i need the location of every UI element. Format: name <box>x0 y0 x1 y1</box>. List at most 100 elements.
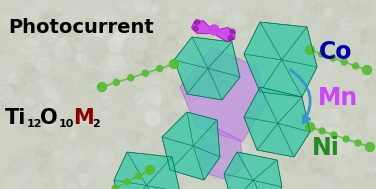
Circle shape <box>149 9 163 23</box>
Circle shape <box>6 36 20 49</box>
Circle shape <box>203 123 214 133</box>
Circle shape <box>193 118 203 128</box>
Circle shape <box>193 119 206 134</box>
Circle shape <box>120 0 127 5</box>
Circle shape <box>59 78 73 91</box>
Circle shape <box>181 65 189 73</box>
Circle shape <box>170 71 183 84</box>
Circle shape <box>219 66 229 76</box>
Circle shape <box>190 66 200 76</box>
Circle shape <box>368 87 373 92</box>
Circle shape <box>50 26 56 32</box>
Circle shape <box>108 90 123 105</box>
Circle shape <box>230 168 239 177</box>
Circle shape <box>103 110 109 117</box>
Circle shape <box>181 22 191 31</box>
Circle shape <box>212 123 227 138</box>
Circle shape <box>310 125 318 132</box>
Circle shape <box>326 76 340 89</box>
Circle shape <box>207 89 217 98</box>
Circle shape <box>271 68 282 78</box>
Circle shape <box>319 138 324 144</box>
Circle shape <box>114 79 120 85</box>
Circle shape <box>225 132 232 138</box>
Circle shape <box>79 175 89 185</box>
Circle shape <box>77 123 91 136</box>
Circle shape <box>104 20 119 35</box>
Circle shape <box>164 48 177 62</box>
Circle shape <box>129 182 140 189</box>
Circle shape <box>144 149 149 154</box>
Circle shape <box>108 14 120 26</box>
Circle shape <box>32 105 41 114</box>
Circle shape <box>131 48 147 64</box>
Circle shape <box>146 88 161 103</box>
Circle shape <box>243 106 252 115</box>
Circle shape <box>319 139 326 146</box>
Circle shape <box>240 160 247 167</box>
Circle shape <box>246 111 253 117</box>
Circle shape <box>21 114 33 126</box>
Circle shape <box>168 25 177 35</box>
Circle shape <box>268 30 278 40</box>
Circle shape <box>371 73 376 82</box>
Circle shape <box>135 36 148 50</box>
Circle shape <box>143 34 151 43</box>
Circle shape <box>276 101 282 107</box>
Circle shape <box>195 156 209 170</box>
Circle shape <box>127 164 141 178</box>
Circle shape <box>225 144 234 154</box>
Circle shape <box>341 17 354 30</box>
Circle shape <box>100 46 109 54</box>
Circle shape <box>175 183 187 189</box>
Circle shape <box>137 121 144 128</box>
Circle shape <box>70 148 77 154</box>
Circle shape <box>172 98 185 110</box>
Circle shape <box>167 31 177 41</box>
Circle shape <box>254 47 265 59</box>
Circle shape <box>300 53 306 59</box>
Circle shape <box>364 40 376 53</box>
Circle shape <box>139 48 150 59</box>
Circle shape <box>50 21 57 28</box>
Circle shape <box>347 0 358 9</box>
Circle shape <box>49 13 61 25</box>
Circle shape <box>196 131 211 146</box>
Circle shape <box>64 155 78 169</box>
Circle shape <box>323 122 329 128</box>
Circle shape <box>45 167 54 175</box>
Circle shape <box>193 24 199 31</box>
Circle shape <box>248 57 254 63</box>
Text: Photocurrent: Photocurrent <box>8 18 154 37</box>
Circle shape <box>215 80 223 88</box>
Circle shape <box>18 17 29 27</box>
Circle shape <box>229 25 238 34</box>
Polygon shape <box>244 87 278 123</box>
Circle shape <box>170 60 179 68</box>
Circle shape <box>30 34 41 44</box>
Circle shape <box>97 83 106 91</box>
Circle shape <box>237 73 244 80</box>
Circle shape <box>288 80 301 93</box>
Circle shape <box>256 24 261 29</box>
Circle shape <box>99 149 114 165</box>
Polygon shape <box>193 146 220 180</box>
Circle shape <box>102 96 111 106</box>
Circle shape <box>261 31 264 35</box>
Circle shape <box>18 106 30 118</box>
Circle shape <box>345 183 351 189</box>
Circle shape <box>182 74 188 79</box>
Circle shape <box>262 150 268 156</box>
Polygon shape <box>162 137 193 170</box>
Circle shape <box>197 168 206 177</box>
Circle shape <box>219 38 234 53</box>
Circle shape <box>126 131 140 145</box>
Circle shape <box>161 9 169 17</box>
Circle shape <box>77 160 90 173</box>
Polygon shape <box>122 185 164 189</box>
Circle shape <box>84 43 98 58</box>
Polygon shape <box>162 112 193 146</box>
Circle shape <box>138 170 151 183</box>
Circle shape <box>335 114 347 125</box>
Circle shape <box>79 75 93 88</box>
